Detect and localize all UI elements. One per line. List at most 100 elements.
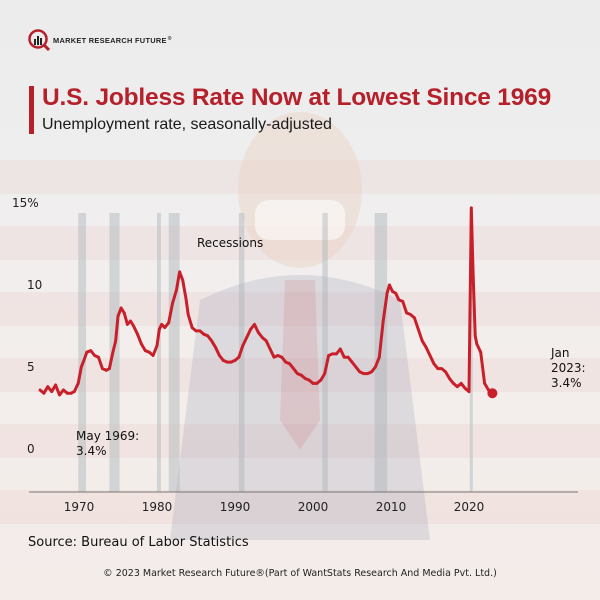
data-point [184,296,188,300]
data-point [62,388,65,392]
data-point [181,278,185,282]
data-point [331,352,334,356]
data-point [362,372,366,375]
data-point [346,355,350,359]
data-point [394,291,398,295]
data-point [143,349,147,352]
data-point [125,322,129,326]
data-point [163,326,167,330]
data-point [155,344,159,348]
y-axis-ticks: 0 5 10 15% [12,196,42,456]
data-point [436,367,440,371]
data-point [54,383,57,387]
data-point [129,319,132,323]
page-subtitle: Unemployment rate, seasonally-adjusted [42,116,332,133]
data-point [432,362,436,366]
data-point [85,350,89,354]
annotation-jan-2023: Jan 2023: 3.4% [550,346,586,390]
data-point [264,339,268,343]
x-tick-label: 1990 [220,500,251,514]
data-point [416,327,420,331]
data-point [42,391,46,395]
recession-band [157,213,161,492]
x-tick-label: 1970 [64,500,95,514]
x-tick-label: 2020 [454,500,485,514]
bg-stripe [0,424,600,458]
data-point [76,382,80,385]
data-point [79,365,83,369]
bg-stripe [0,160,600,194]
data-point [147,350,151,354]
data-point [479,350,483,354]
bg-stripe [0,490,600,524]
data-point [186,313,190,316]
data-point [280,355,284,359]
data-point [111,352,114,356]
data-point [210,339,214,343]
series-points [38,206,494,397]
data-point [475,342,479,346]
data-point [288,362,291,366]
y-tick-label: 5 [27,360,35,374]
data-point [69,391,73,395]
data-point [292,367,295,371]
data-point [342,355,346,359]
data-point [151,354,155,357]
data-point [190,326,194,330]
data-point [167,321,171,325]
data-point [354,365,358,369]
data-point [58,393,61,397]
logo-text: MARKET RESEARCH FUTURE® [53,35,172,45]
data-point [405,311,408,315]
annotation-line: 2023: [551,361,586,375]
data-point [366,372,369,375]
data-point [108,367,111,371]
data-point [104,368,108,372]
annotation-line: 3.4% [76,444,107,458]
recession-band [469,213,473,492]
recessions-label: Recessions [197,236,263,250]
data-point [276,354,280,357]
data-point [38,388,42,392]
data-point [65,391,69,395]
data-point [233,359,237,362]
data-point [424,345,428,349]
data-point [467,390,471,393]
data-point [237,355,241,359]
data-point [206,334,210,338]
recession-band [109,213,120,492]
data-point [284,360,288,364]
data-point [229,360,233,364]
data-point [171,301,175,305]
data-point [413,316,416,320]
annotation-may-1969: May 1969: 3.4% [76,429,139,458]
data-point [370,370,373,374]
data-point [381,319,385,323]
data-point [350,360,354,364]
data-point [253,322,256,326]
data-point [296,372,299,375]
data-point [241,344,245,348]
data-point [338,347,342,351]
data-point [444,370,447,374]
data-point [225,360,229,364]
data-point [83,357,86,361]
y-tick-label: 15% [12,196,39,210]
data-point [397,298,401,302]
y-tick-label: 0 [27,442,35,456]
recession-band [322,213,328,492]
data-point [327,354,330,357]
data-point [50,390,54,393]
data-point [101,367,104,371]
data-point [409,313,412,316]
data-point [221,359,225,362]
data-point [463,386,467,390]
data-point [194,329,198,333]
data-point [89,349,93,352]
data-point [97,355,100,359]
data-point [93,354,96,357]
data-point [116,314,120,318]
data-point [299,373,303,377]
